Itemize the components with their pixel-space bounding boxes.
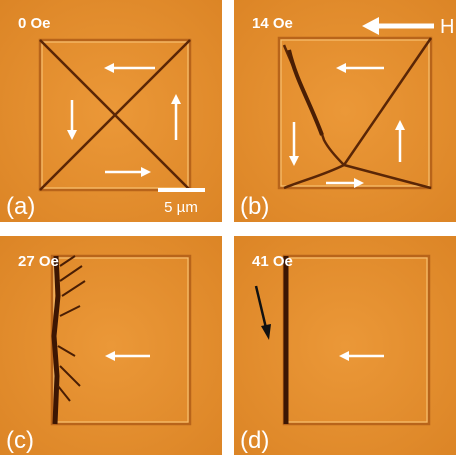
panel-label: (c) — [6, 427, 34, 454]
panel-label: (d) — [240, 427, 269, 454]
panel-label: (b) — [240, 193, 269, 220]
field-label: 0 Oe — [18, 15, 51, 32]
panel-a: 5 µm 0 Oe (a) — [0, 0, 222, 222]
scale-bar-label: 5 µm — [164, 199, 198, 216]
figure: 5 µm 0 Oe (a) H 14 Oe (b) 27 Oe (c) — [0, 0, 456, 455]
panel-b: H 14 Oe (b) — [234, 0, 456, 222]
panel-d: 41 Oe (d) — [234, 236, 456, 455]
field-label: 14 Oe — [252, 15, 293, 32]
field-label: 41 Oe — [252, 253, 293, 270]
panel-label: (a) — [6, 193, 35, 220]
field-label: 27 Oe — [18, 253, 59, 270]
panel-c: 27 Oe (c) — [0, 236, 222, 455]
field-arrow-label: H — [440, 16, 454, 38]
